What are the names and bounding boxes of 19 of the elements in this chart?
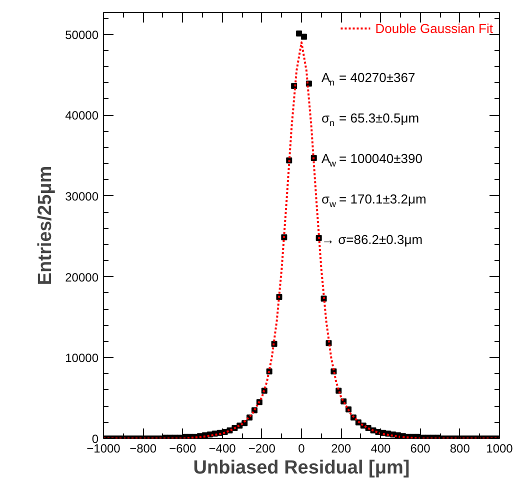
x-tick-label: −400	[208, 442, 236, 456]
x-axis-title: Unbiased Residual [μm]	[193, 458, 410, 478]
y-tick-label: 50000	[65, 28, 99, 42]
legend-label: Double Gaussian Fit	[375, 20, 493, 36]
y-tick-label: 40000	[65, 108, 99, 123]
x-tick-label: 0	[298, 442, 306, 456]
x-tick-label: 200	[331, 442, 352, 456]
y-tick-label: 30000	[65, 189, 99, 204]
y-axis-title: Entries/25μm	[35, 166, 56, 286]
x-tick-label: 800	[450, 442, 470, 456]
annotation: → σ=86.2±0.3μm	[322, 232, 423, 247]
x-tick-label: −800	[130, 442, 157, 456]
y-tick-label: 20000	[65, 270, 99, 284]
x-tick-label: −200	[248, 442, 276, 456]
x-tick-label: 400	[370, 442, 392, 456]
x-tick-label: 1000	[486, 442, 514, 456]
x-tick-label: −600	[169, 442, 197, 456]
x-tick-label: 600	[410, 442, 431, 456]
y-tick-label: 10000	[65, 351, 99, 366]
